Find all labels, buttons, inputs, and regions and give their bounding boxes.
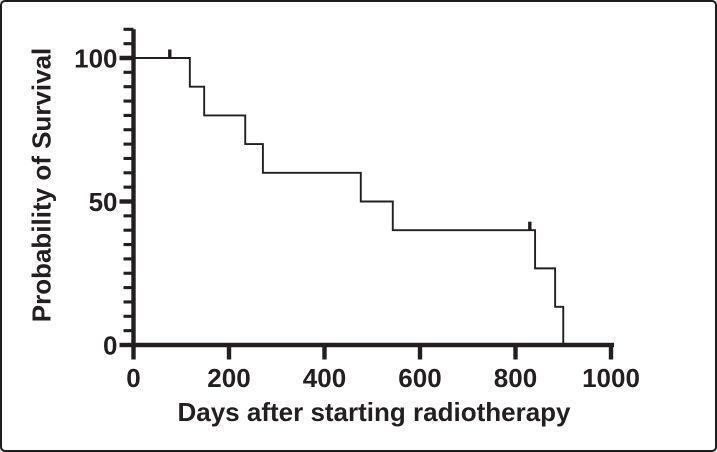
x-tick-label: 200 (207, 363, 250, 393)
x-tick-label: 600 (398, 363, 441, 393)
x-axis-title: Days after starting radiotherapy (177, 397, 571, 427)
y-tick-label: 50 (89, 187, 118, 217)
survival-curve (133, 57, 565, 345)
y-axis-title: Probability of Survival (27, 48, 57, 323)
x-tick-label: 1000 (582, 363, 640, 393)
x-tick-label: 800 (494, 363, 537, 393)
x-tick-label: 400 (303, 363, 346, 393)
x-tick-label: 0 (126, 363, 140, 393)
y-tick-label: 0 (103, 330, 117, 360)
curve-layer (133, 49, 565, 345)
y-tick-label: 100 (74, 43, 117, 73)
axis-layer (119, 27, 614, 360)
